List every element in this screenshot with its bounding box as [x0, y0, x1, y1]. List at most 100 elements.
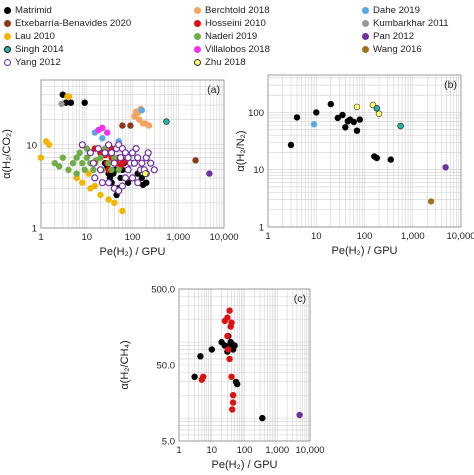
data-point-dahe [310, 121, 318, 128]
data-point-matrimid [313, 109, 320, 116]
y-axis-label: α(H₂/N₂) [235, 130, 247, 171]
data-point-etxebarria [192, 157, 199, 164]
y-tick-label: 50.0 [157, 361, 176, 372]
data-point-yang [121, 174, 130, 182]
series-pan [206, 170, 213, 177]
data-point-matrimid [373, 154, 380, 162]
data-point-berchtold [136, 116, 143, 123]
data-point-naderi [69, 160, 77, 167]
data-point-yang [94, 145, 103, 153]
series-yang [78, 141, 158, 195]
x-tick-label: 100 [125, 232, 141, 243]
data-point-hosseini [226, 355, 233, 363]
x-tick-label: 1 [265, 231, 270, 242]
y-tick-label: 10 [253, 165, 264, 176]
panel-label: (a) [207, 84, 220, 96]
x-tick-label: 1,000 [265, 445, 289, 456]
legend-label: Yang 2012 [15, 57, 61, 68]
data-point-matrimid [342, 124, 349, 131]
data-point-matrimid [387, 156, 394, 163]
x-axis-label: Pe(H₂) / GPU [212, 459, 278, 471]
legend-label: Zhu 2018 [205, 57, 246, 68]
data-point-naderi [59, 154, 66, 161]
data-point-matrimid [259, 414, 266, 422]
data-point-naderi [51, 160, 58, 167]
y-axis-label: α(H₂/CH₄) [119, 340, 131, 389]
legend-marker-singh [4, 46, 11, 53]
legend-label: Etxebarría-Benavides 2020 [15, 18, 132, 29]
x-tick-label: 100 [357, 231, 373, 242]
legend-label: Villalobos 2018 [205, 44, 270, 55]
data-point-hosseini [229, 392, 237, 399]
data-point-yang [128, 174, 137, 182]
legend-label: Matrimid [15, 5, 52, 16]
data-point-yang [134, 154, 142, 162]
data-point-matrimid [353, 127, 361, 134]
data-point-hosseini [229, 399, 237, 406]
data-point-berchtold [145, 122, 153, 129]
legend-item-dahe: Dahe 2019 [362, 5, 420, 16]
y-axis-label: α(H₂/CO₂) [1, 129, 13, 179]
legend-item-matrimid: Matrimid [4, 5, 52, 16]
x-axis-label: Pe(H₂) / GPU [100, 246, 166, 258]
legend-label: Hosseini 2010 [205, 18, 266, 29]
series-matrimid [191, 332, 266, 422]
data-point-matrimid [234, 380, 241, 388]
x-tick-label: 10,000 [446, 231, 474, 242]
data-point-yang [118, 182, 127, 190]
series-hosseini [198, 307, 237, 413]
data-point-lau [37, 154, 45, 161]
data-point-yang [89, 159, 98, 167]
x-tick-label: 1 [176, 445, 181, 456]
x-tick-label: 10 [81, 232, 92, 243]
data-point-lau [45, 141, 53, 149]
series-matrimid [287, 100, 394, 163]
data-point-matrimid [208, 346, 216, 353]
legend-marker-yang [4, 59, 11, 66]
legend-item-lau: Lau 2010 [4, 31, 55, 42]
legend-marker-dahe [362, 7, 369, 14]
data-point-matrimid [350, 118, 357, 126]
data-point-yang [110, 159, 118, 167]
data-point-matrimid [327, 100, 334, 108]
chart-legend: Matrimid Berchtold 2018 Dahe 2019 Etxebarrí… [0, 0, 474, 70]
data-point-yang [86, 149, 95, 157]
series-villalobos [95, 124, 111, 136]
data-point-yang [144, 149, 152, 157]
data-point-matrimid [356, 116, 363, 123]
series-etxebarria [119, 122, 199, 164]
data-point-lau [111, 199, 118, 207]
data-point-naderi [73, 154, 80, 161]
data-point-yang [107, 149, 116, 157]
data-point-matrimid [81, 99, 88, 106]
data-point-naderi [65, 166, 72, 174]
legend-item-naderi: Naderi 2019 [194, 31, 257, 42]
legend-marker-matrimid [4, 7, 11, 14]
legend-label: Berchtold 2018 [205, 5, 270, 16]
data-point-hosseini [225, 346, 232, 353]
data-point-yang [91, 174, 99, 182]
data-point-lau [79, 179, 86, 186]
legend-label: Singh 2014 [15, 44, 64, 55]
data-point-villalobos [99, 124, 106, 132]
data-point-naderi [76, 149, 83, 157]
series-wang [427, 198, 435, 205]
panel-label: (b) [444, 79, 457, 91]
y-tick-label: 100 [248, 108, 264, 119]
x-tick-label: 10,000 [209, 232, 238, 243]
legend-marker-villalobos [194, 46, 201, 53]
data-point-matrimid [287, 141, 295, 149]
legend-label: Lau 2010 [15, 31, 56, 42]
legend-item-pan: Pan 2012 [362, 31, 414, 42]
panel-label: (c) [294, 293, 306, 305]
legend-item-yang: Yang 2012 [4, 57, 61, 68]
data-point-matrimid [67, 99, 75, 106]
data-point-matrimid [143, 179, 150, 186]
x-tick-label: 1 [38, 232, 43, 243]
plot-frame [40, 79, 225, 229]
chart-panel-2: 1 10 100 1,000 10,000 1 10 100 Pe(H₂) / GPU α(H₂/… [235, 74, 474, 257]
data-point-naderi [90, 166, 97, 174]
data-point-yang [78, 141, 86, 149]
grid [178, 288, 310, 442]
